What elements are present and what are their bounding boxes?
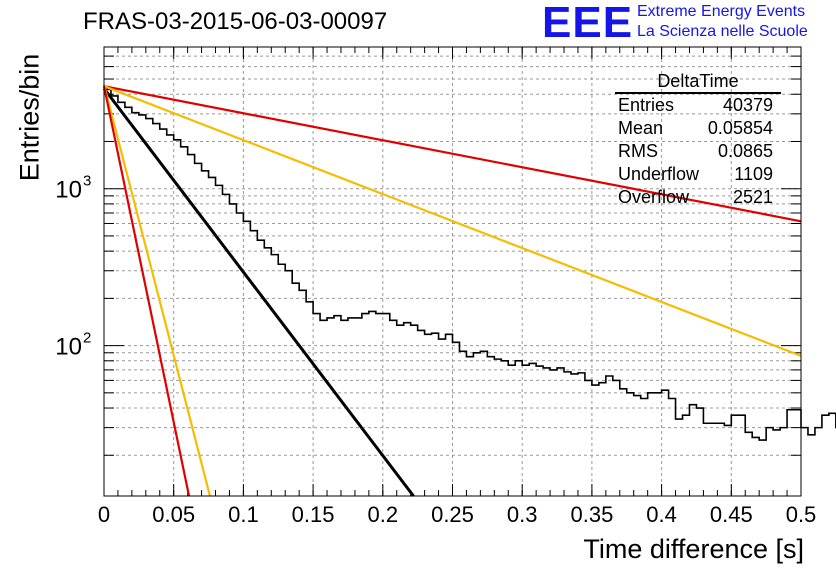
x-tick-label: 0.45 xyxy=(710,502,753,527)
tick-labels: 0 0.05 0.1 0.15 0.2 0.25 0.3 0.35 0.4 0.45 0.510 21… xyxy=(55,173,816,527)
svg-text:10: 10 xyxy=(55,177,82,204)
logo-subtitle-2: La Scienza nelle Scuole xyxy=(637,23,808,40)
stats-row-rms: RMS 0.0865 xyxy=(613,140,781,163)
stats-title: DeltaTime xyxy=(615,70,781,94)
x-tick-label: 0.4 xyxy=(646,502,677,527)
x-tick-label: 0.35 xyxy=(570,502,613,527)
svg-text:2: 2 xyxy=(83,330,91,347)
fit-curve-4 xyxy=(102,84,212,497)
svg-text:10: 10 xyxy=(55,334,82,361)
stats-label: Underflow xyxy=(618,164,700,184)
stats-value: 0.0865 xyxy=(717,141,773,161)
logo-subtitle-1: Extreme Energy Events xyxy=(637,3,806,20)
y-axis-label: Entries/bin xyxy=(14,53,45,182)
fit-curve-5 xyxy=(102,85,191,497)
stats-label: Mean xyxy=(618,118,664,138)
stats-label: Entries xyxy=(618,95,675,115)
fit-curve-1 xyxy=(102,87,415,497)
stats-row-overflow: Overflow 2521 xyxy=(613,186,781,209)
plot-frame xyxy=(103,46,802,497)
stats-value: 0.05854 xyxy=(707,118,773,138)
svg-text:3: 3 xyxy=(83,173,91,190)
x-tick-label: 0.05 xyxy=(152,502,195,527)
x-tick-label: 0.2 xyxy=(368,502,399,527)
x-tick-label: 0 xyxy=(98,502,110,527)
fit-curve-2 xyxy=(103,85,802,223)
y-tick-label: 10 3 xyxy=(55,173,91,204)
stats-row-mean: Mean 0.05854 xyxy=(613,117,781,140)
stats-value: 1109 xyxy=(734,164,773,184)
stats-value: 2521 xyxy=(732,187,773,207)
stats-row-underflow: Underflow 1109 xyxy=(613,163,781,186)
x-tick-label: 0.25 xyxy=(431,502,474,527)
stats-label: RMS xyxy=(618,141,658,161)
data-layer xyxy=(102,84,836,497)
stats-row-entries: Entries 40379 xyxy=(613,94,781,117)
x-axis-label: Time difference [s] xyxy=(583,534,804,564)
stats-box: DeltaTime Entries 40379 Mean 0.05854 RMS… xyxy=(613,70,781,209)
grid-lines xyxy=(104,46,801,496)
eee-logo: EEE xyxy=(542,0,634,47)
x-tick-label: 0.1 xyxy=(228,502,259,527)
x-tick-label: 0.3 xyxy=(507,502,538,527)
y-tick-label: 10 2 xyxy=(55,330,91,361)
histogram-deltatime xyxy=(104,88,836,441)
x-tick-label: 0.15 xyxy=(292,502,335,527)
x-tick-label: 0.5 xyxy=(786,502,817,527)
chart-title: FRAS-03-2015-06-03-00097 xyxy=(83,8,388,35)
fit-curve-3 xyxy=(103,85,802,357)
stats-label: Overflow xyxy=(618,187,690,207)
stats-value: 40379 xyxy=(722,95,773,115)
